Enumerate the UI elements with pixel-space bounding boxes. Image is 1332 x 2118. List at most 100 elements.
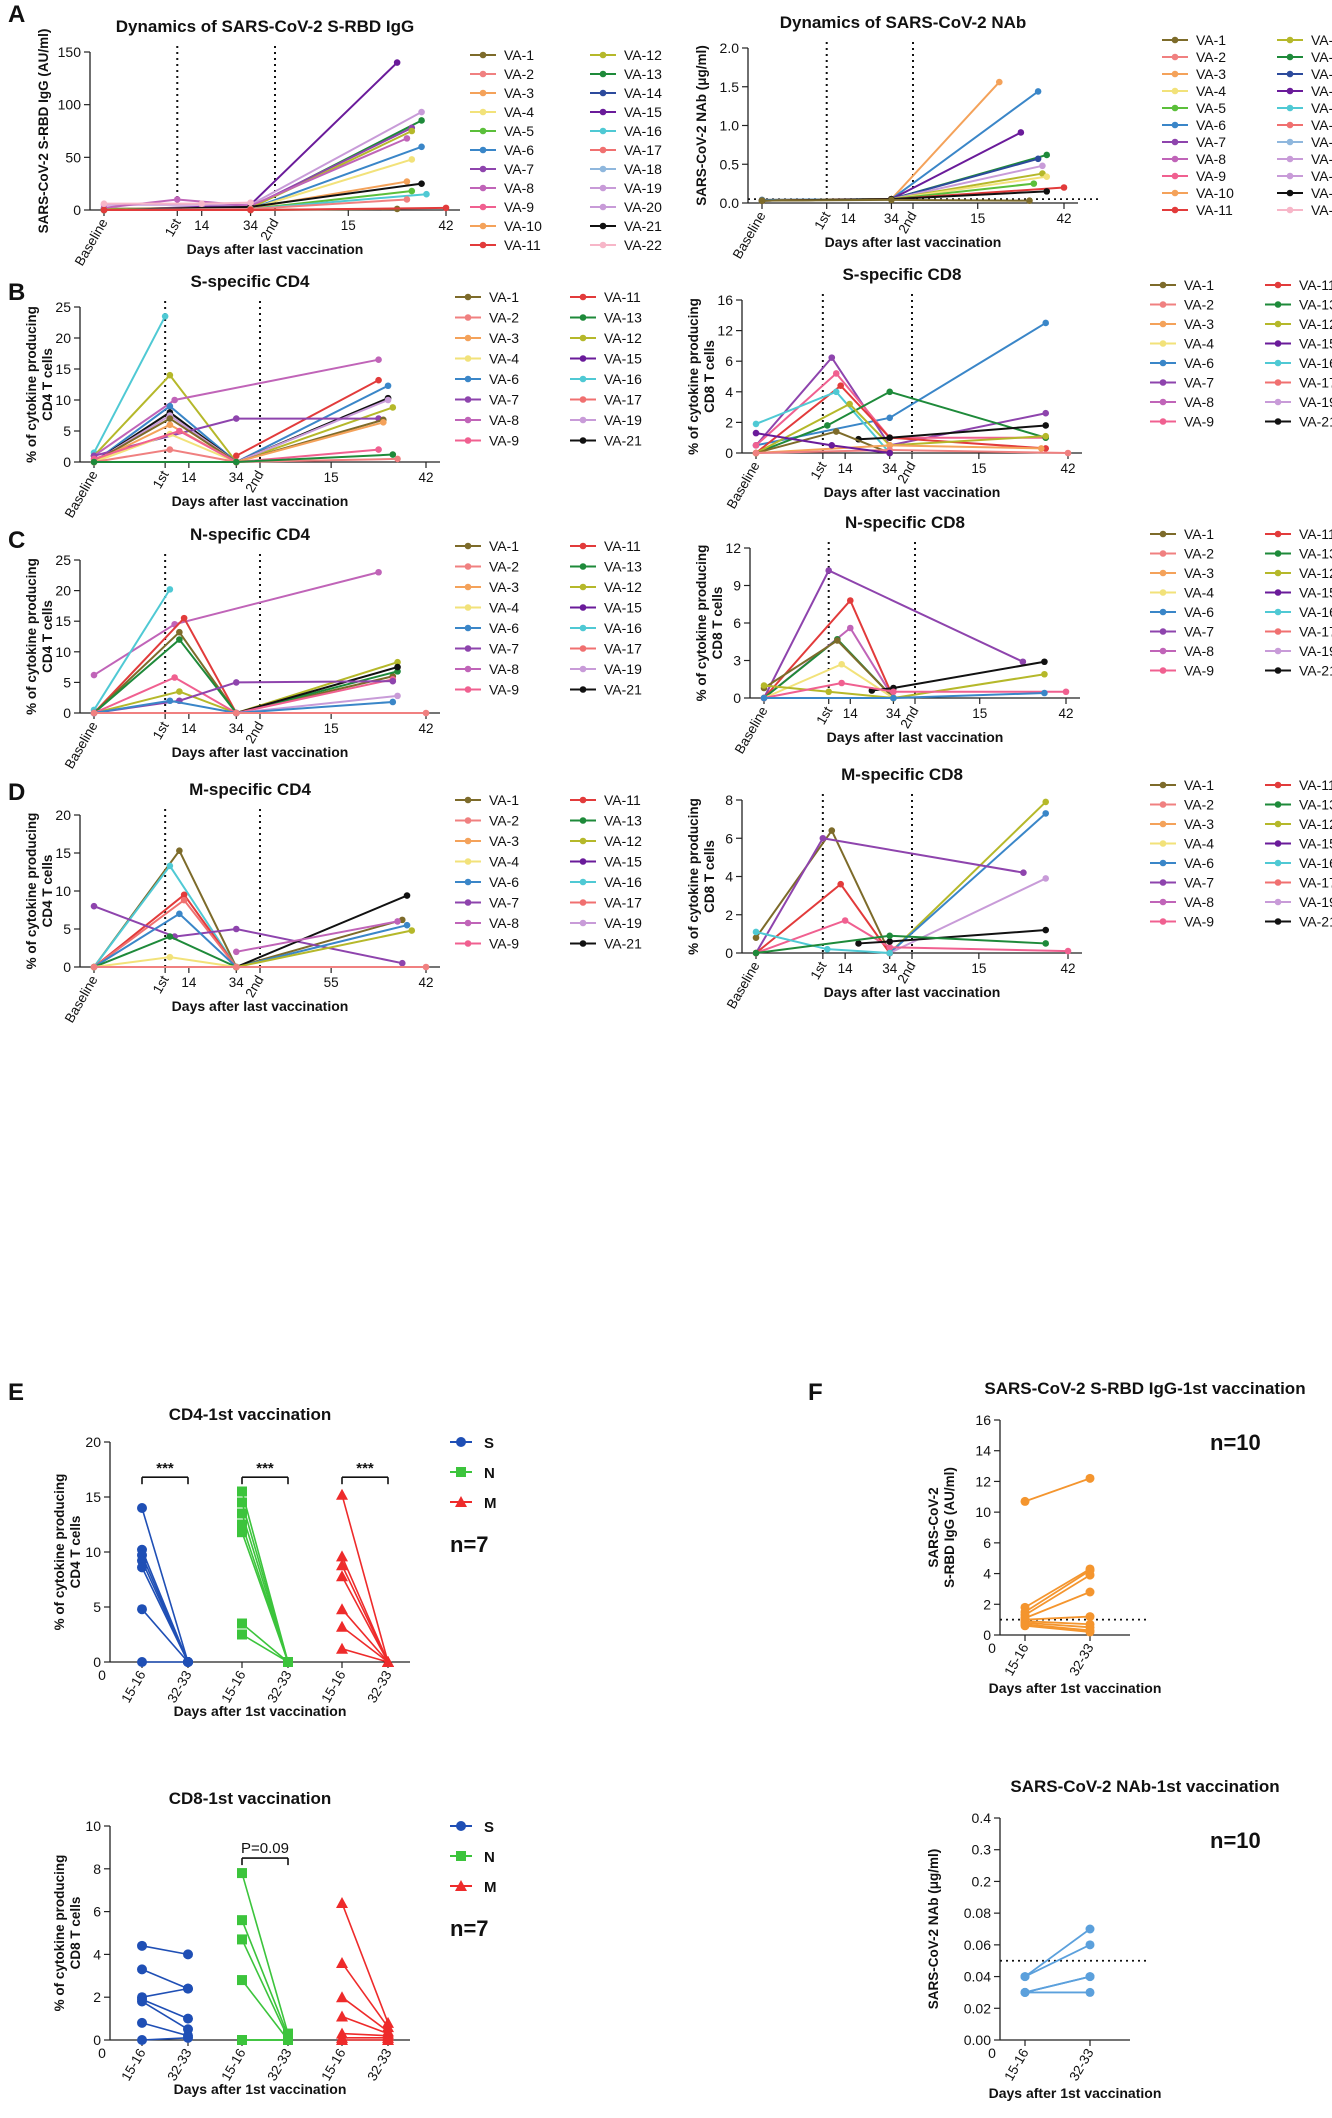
data-point [247, 206, 254, 214]
data-point [1085, 1987, 1095, 1997]
y-tick-label: 6 [725, 830, 733, 846]
legend-label: VA-17 [1299, 624, 1332, 640]
pair-line [241, 1633, 289, 1663]
series-line [236, 920, 398, 953]
legend-marker [579, 563, 587, 570]
legend-marker [599, 146, 607, 154]
data-point [389, 698, 397, 706]
legend-marker [464, 375, 472, 383]
data-point [828, 827, 836, 834]
x-axis-label: Days after last vaccination [187, 241, 364, 257]
series-line [104, 201, 251, 205]
series-line [755, 372, 1046, 447]
legend-label: VA-13 [624, 66, 662, 82]
legend-label: VA-7 [489, 895, 519, 911]
data-point [752, 449, 760, 457]
data-point [137, 1562, 147, 1573]
legend-label: VA-15 [1311, 83, 1332, 99]
legend-label: VA-1 [489, 792, 519, 808]
legend-label: VA-12 [604, 579, 642, 595]
data-point [838, 660, 845, 668]
pair-line [1024, 1615, 1091, 1621]
x-tick-label: 15 [970, 211, 985, 226]
legend-marker [579, 624, 587, 632]
data-point [1041, 670, 1048, 678]
x-tick-label: Baseline [730, 209, 769, 261]
legend-marker [599, 70, 607, 78]
legend-label: VA-17 [604, 895, 642, 911]
pair-line [241, 1939, 289, 2039]
data-point [828, 442, 836, 449]
data-point [171, 396, 178, 404]
y-tick-label: 10 [85, 1544, 101, 1560]
legend-marker [464, 645, 472, 652]
data-point [183, 1983, 193, 1994]
data-point [176, 688, 183, 695]
data-point [752, 949, 760, 957]
x-axis-label: Days after last vaccination [825, 234, 1002, 250]
legend-marker [1274, 667, 1282, 674]
x-tick-label: Baseline [724, 459, 763, 511]
legend-marker [1159, 918, 1167, 925]
data-point [90, 963, 98, 971]
x-tick-label: 42 [1056, 211, 1071, 226]
data-point [180, 891, 188, 899]
legend-marker [1159, 340, 1167, 347]
x-tick-label: 15-16 [318, 2046, 348, 2083]
x-tick-label: 1st [150, 468, 172, 491]
legend-label: VA-6 [1184, 355, 1214, 371]
y-tick-label: 4 [983, 1566, 991, 1582]
pair-line [241, 1622, 289, 1663]
data-point [237, 1497, 247, 1508]
legend-label: VA-2 [489, 310, 519, 326]
legend-marker [1286, 206, 1294, 214]
x-tick-label: 15 [341, 218, 356, 233]
x-axis-label: Days after last vaccination [172, 493, 349, 509]
legend-marker [1286, 138, 1294, 146]
legend-marker [1171, 121, 1179, 129]
legend-marker [479, 146, 487, 154]
data-point [232, 709, 240, 717]
legend-marker [479, 89, 487, 97]
y-tick-label: 10 [55, 644, 71, 660]
data-point [423, 190, 430, 198]
data-point [283, 2035, 293, 2045]
legend-label: VA-3 [489, 579, 519, 595]
y-tick-label: 10 [55, 883, 71, 899]
significance-mark: *** [356, 1460, 374, 1477]
legend-label: VA-4 [1196, 83, 1226, 99]
data-point [384, 396, 392, 404]
series-line [93, 588, 171, 711]
legend-label: VA-6 [1184, 855, 1214, 871]
data-point [180, 896, 188, 904]
legend-marker [479, 127, 487, 135]
x-tick-label: 34 [229, 470, 245, 485]
data-point [166, 862, 174, 870]
legend-label: VA-21 [1299, 414, 1332, 430]
legend-marker [464, 355, 472, 362]
legend-marker [1274, 628, 1282, 635]
legend-label: VA-17 [1299, 375, 1332, 391]
y-axis-label: SARS-CoV-2 NAb (μg/ml) [926, 1849, 941, 2010]
data-point [752, 928, 760, 936]
legend-marker [1159, 628, 1167, 635]
x-tick-label: 14 [838, 961, 854, 976]
data-point [166, 402, 174, 410]
legend-marker [464, 604, 472, 611]
data-point [1037, 445, 1045, 452]
legend-marker [1171, 36, 1179, 44]
x-tick-label: 15 [972, 706, 987, 721]
y-axis-label: SARS-CoV-2 S-RBD IgG (AU/ml) [36, 29, 51, 234]
legend-marker [479, 203, 487, 211]
data-point [382, 1656, 394, 1667]
series-line [761, 131, 1022, 202]
x-tick-label: Baseline [724, 959, 763, 1011]
y-tick-label: 20 [55, 583, 71, 599]
y-tick-label: 0 [63, 705, 71, 721]
legend-marker [1274, 530, 1282, 538]
data-point [166, 953, 174, 961]
x-origin-label: 0 [988, 1640, 996, 1656]
y-tick-label: 0 [983, 1627, 991, 1643]
data-point [890, 694, 897, 702]
chart-B1: S-specific CD4 0 5 10 15 20 25 Baseline 1st 14 342… [24, 272, 642, 520]
